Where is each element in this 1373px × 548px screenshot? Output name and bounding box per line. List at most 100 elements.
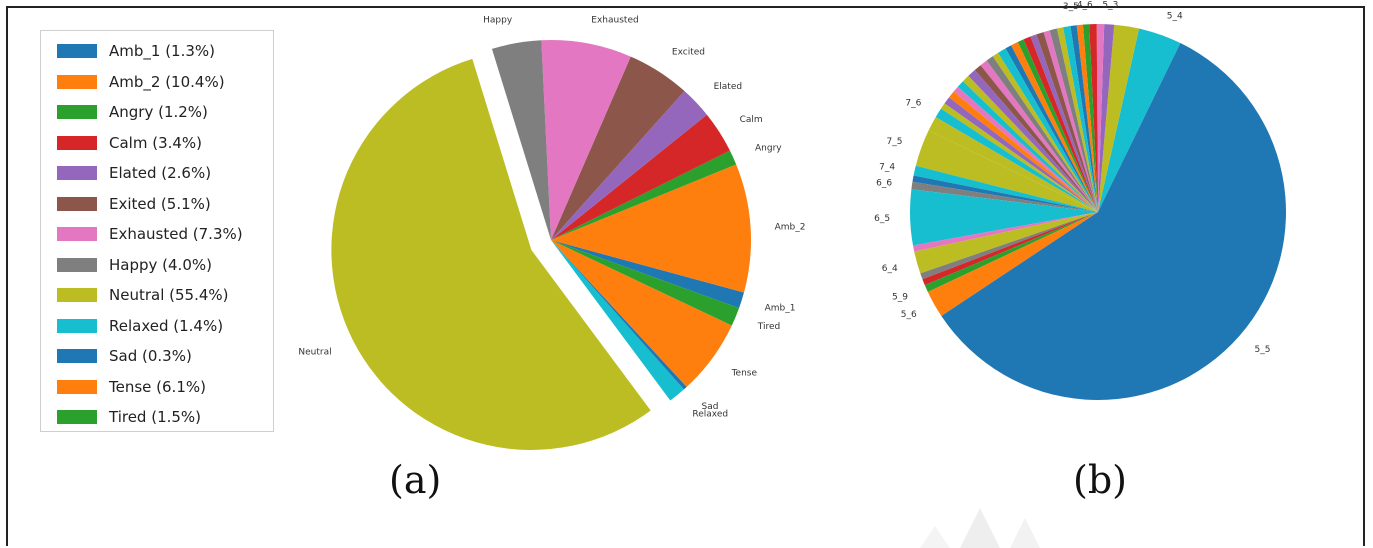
pie-slice	[957, 81, 1098, 212]
slice-label: 5_3	[1102, 0, 1118, 10]
pie-slice	[927, 212, 1098, 316]
legend-item: Exhausted (7.3%)	[57, 222, 243, 246]
pie-slice	[968, 70, 1098, 212]
pie-slice	[915, 130, 1098, 212]
pie-slice	[941, 43, 1286, 401]
slice-label: Sad	[702, 402, 719, 412]
legend-item: Elated (2.6%)	[57, 161, 211, 185]
slice-label: 6_6	[876, 179, 892, 189]
legend-label: Happy (4.0%)	[109, 255, 212, 274]
panel-label-a: (a)	[389, 458, 442, 502]
legend-label: Tense (6.1%)	[109, 377, 206, 396]
legend-swatch	[57, 105, 97, 119]
legend-swatch	[57, 379, 97, 394]
pie-slice	[1098, 24, 1140, 213]
legend-swatch	[57, 135, 97, 150]
slice-label: 6_4	[882, 264, 898, 274]
slice-label: Happy	[483, 15, 513, 25]
slice-label: Relaxed	[692, 410, 728, 420]
pie-slice	[997, 48, 1098, 212]
pie-slice	[551, 240, 732, 387]
legend-label: Exhausted (7.3%)	[109, 225, 243, 243]
pie-slice	[1070, 25, 1098, 212]
pie-slice	[911, 181, 1098, 212]
legend-item: Exited (5.1%)	[57, 192, 211, 216]
pie-slice	[1011, 41, 1098, 213]
slice-label: 3_5	[1063, 2, 1079, 12]
pie-slice	[331, 58, 651, 450]
pie-slice	[992, 52, 1098, 212]
legend-box: Amb_1 (1.3%) Amb_2 (10.4%) Angry (1.2%) Cal…	[40, 30, 274, 432]
legend-item: Sad (0.3%)	[57, 344, 192, 368]
legend-label: Amb_2 (10.4%)	[109, 72, 225, 91]
pie-slice	[980, 60, 1098, 212]
slice-label: Tired	[757, 322, 780, 332]
pie-slice	[1030, 34, 1098, 213]
pie-slice	[1049, 28, 1098, 213]
slice-label: Amb_2	[775, 222, 806, 232]
pie-slice	[974, 65, 1098, 212]
pie-slice	[913, 212, 1098, 252]
legend-swatch	[57, 227, 97, 241]
legend-label: Tired (1.5%)	[109, 408, 202, 426]
legend-item: Amb_1 (1.3%)	[57, 39, 215, 63]
legend-swatch	[57, 44, 97, 58]
legend-item: Neutral (55.4%)	[57, 283, 229, 307]
legend-label: Relaxed (1.4%)	[109, 316, 224, 335]
slice-label: Angry	[755, 144, 782, 154]
pie-slice	[1096, 23, 1105, 212]
pie-slice	[1098, 28, 1181, 213]
pie-slice	[1076, 24, 1098, 212]
slice-label: Amb_1	[765, 304, 796, 314]
pie-slice	[551, 164, 751, 293]
pie-slice	[940, 103, 1098, 212]
pie-slice	[1098, 24, 1115, 212]
pie-slice	[944, 97, 1098, 212]
pie-slice	[1023, 36, 1098, 212]
pie-slice	[551, 150, 737, 240]
pie-slice	[551, 240, 740, 326]
pie-slice	[922, 212, 1098, 286]
slice-label: Tense	[731, 369, 758, 379]
pie-slice	[551, 240, 687, 390]
legend-swatch	[57, 257, 97, 272]
pie-slice	[924, 212, 1098, 292]
slice-label: 7_5	[887, 137, 903, 147]
slice-label: 4_6	[1077, 0, 1093, 10]
pie-slice	[551, 240, 744, 309]
pie-slice	[551, 91, 707, 240]
legend-swatch	[57, 288, 97, 302]
legend-swatch	[57, 349, 97, 363]
slice-label: 6_5	[874, 214, 890, 224]
legend-swatch	[57, 196, 97, 211]
pie-slice	[962, 75, 1098, 212]
legend-item: Amb_2 (10.4%)	[57, 70, 225, 94]
legend-item: Happy (4.0%)	[57, 253, 212, 277]
pie-slice	[912, 175, 1098, 212]
slice-label: 5_6	[901, 310, 917, 320]
pie-slice	[928, 117, 1098, 212]
pie-slice	[1005, 45, 1098, 212]
legend-item: Angry (1.2%)	[57, 100, 208, 124]
legend-swatch	[57, 166, 97, 180]
legend-item: Tired (1.5%)	[57, 405, 201, 429]
pie-slice	[1089, 24, 1098, 212]
watermark-shape	[920, 508, 1040, 548]
slice-label: 5_4	[1167, 12, 1183, 22]
slice-label: 7_6	[905, 98, 921, 108]
legend-swatch	[57, 74, 97, 89]
legend-label: Amb_1 (1.3%)	[109, 42, 216, 60]
slice-label: 5_5	[1255, 345, 1271, 355]
legend-label: Sad (0.3%)	[109, 347, 192, 365]
pie-slice	[1063, 26, 1098, 213]
figure-frame	[6, 6, 1365, 546]
legend-label: Elated (2.6%)	[109, 164, 212, 182]
pie-slice	[920, 212, 1098, 280]
legend-swatch	[57, 318, 97, 333]
slice-label: Excited	[672, 48, 705, 58]
slice-label: Exhausted	[591, 16, 638, 26]
pie-slice	[913, 165, 1098, 212]
legend-label: Exited (5.1%)	[109, 194, 211, 213]
legend-label: Calm (3.4%)	[109, 133, 203, 152]
